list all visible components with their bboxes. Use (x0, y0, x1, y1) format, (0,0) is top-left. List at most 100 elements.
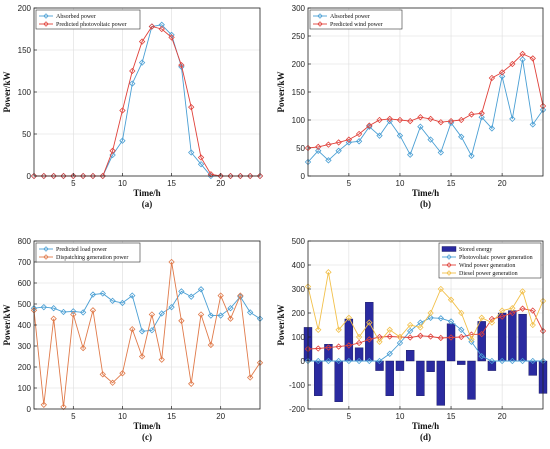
series-point (468, 111, 475, 118)
series-line-1 (34, 24, 260, 177)
series-point (519, 288, 526, 295)
series-point (386, 115, 393, 123)
series-point (529, 55, 536, 62)
series-point (227, 315, 234, 322)
series-point (458, 133, 465, 140)
series-point (325, 141, 332, 148)
series-point (138, 59, 146, 66)
series-point (315, 143, 322, 151)
series-line-2 (33, 261, 261, 407)
series-point (50, 305, 57, 312)
x-tick-label: 10 (396, 179, 405, 188)
series-line-1 (307, 59, 544, 163)
series-point (407, 334, 414, 341)
legend-label: Absorbed power (330, 14, 370, 20)
series-point (247, 309, 254, 316)
series-point (79, 172, 87, 180)
series-point (437, 149, 444, 156)
series-point (488, 74, 496, 82)
series-point (498, 73, 506, 80)
series-point (519, 305, 526, 312)
series-point (197, 286, 205, 293)
series-point (519, 357, 526, 365)
series-point (168, 303, 175, 311)
series-point (437, 315, 444, 322)
series-point (437, 119, 444, 126)
series-point (256, 172, 264, 180)
series-point (386, 350, 393, 357)
panel-caption: (c) (142, 432, 152, 442)
series-point (366, 122, 373, 129)
legend-label: Predicted load power (56, 247, 107, 253)
series-point (197, 154, 205, 161)
series-line-3 (307, 272, 544, 343)
series-point (509, 305, 516, 312)
legend: Predicted load power Dispatching generati… (35, 242, 141, 263)
series-point (529, 307, 536, 314)
series-point (40, 401, 47, 408)
series-point (366, 336, 373, 343)
series-point (99, 371, 106, 378)
x-tick-label: 20 (498, 179, 507, 188)
series-point (355, 333, 363, 341)
series-point (447, 318, 455, 325)
legend-marker (43, 13, 49, 19)
y-tick-label: 200 (18, 4, 32, 13)
series-point (345, 342, 353, 349)
series-point (335, 357, 342, 365)
series-point (207, 312, 215, 319)
x-tick-label: 5 (347, 179, 352, 188)
x-tick-label: 10 (118, 179, 127, 188)
y-tick-label: 100 (292, 116, 306, 125)
series-point (315, 345, 322, 352)
bar-stored-energy (518, 314, 527, 362)
series-point (396, 116, 404, 124)
series-point (325, 269, 332, 276)
series-point (40, 172, 47, 180)
series-point (158, 356, 165, 363)
panel-caption: (a) (142, 199, 153, 209)
series-point (529, 321, 536, 329)
legend: Absorbed power Predicted photovoltaic pow… (35, 9, 141, 30)
series-point (178, 61, 185, 69)
legend-label: Absorbed power (56, 14, 96, 20)
series-point (197, 161, 205, 168)
series-point (335, 343, 342, 350)
series-point (50, 172, 57, 180)
x-tick-label: 5 (71, 179, 76, 188)
legend-marker (317, 21, 323, 27)
y-tick-label: 700 (18, 258, 32, 267)
series-point (386, 326, 393, 333)
y-tick-label: 0 (27, 172, 32, 181)
bar-stored-energy (508, 310, 517, 362)
series-point (509, 309, 516, 317)
series-point (188, 293, 195, 300)
series-point (109, 379, 116, 386)
series-point (366, 357, 373, 365)
series-point (178, 317, 185, 324)
series-point (119, 370, 126, 377)
bar-stored-energy (436, 360, 446, 406)
series-point (315, 147, 322, 154)
series-point (519, 56, 526, 63)
series-point (325, 157, 332, 164)
series-point (468, 338, 475, 345)
series-line-2 (307, 308, 544, 350)
series-point (335, 139, 342, 146)
series-point (498, 307, 506, 314)
series-point (89, 291, 97, 298)
chart-panel-3: 5 10 15 200100200300400500600700800Time/hPo… (2, 237, 264, 442)
y-tick-label: 100 (292, 333, 306, 342)
legend-swatch (441, 246, 457, 252)
bar-stored-energy (344, 318, 354, 362)
y-tick-label: -200 (289, 405, 306, 414)
series-point (40, 303, 47, 311)
x-axis-label: Time/h (133, 188, 160, 198)
bar-stored-energy (477, 321, 486, 362)
x-tick-label: 5 (347, 412, 352, 421)
bar-stored-energy (354, 347, 364, 362)
series-point (437, 334, 444, 342)
series-point (129, 292, 136, 299)
series-point (427, 136, 434, 143)
x-tick-label: 10 (118, 412, 127, 421)
